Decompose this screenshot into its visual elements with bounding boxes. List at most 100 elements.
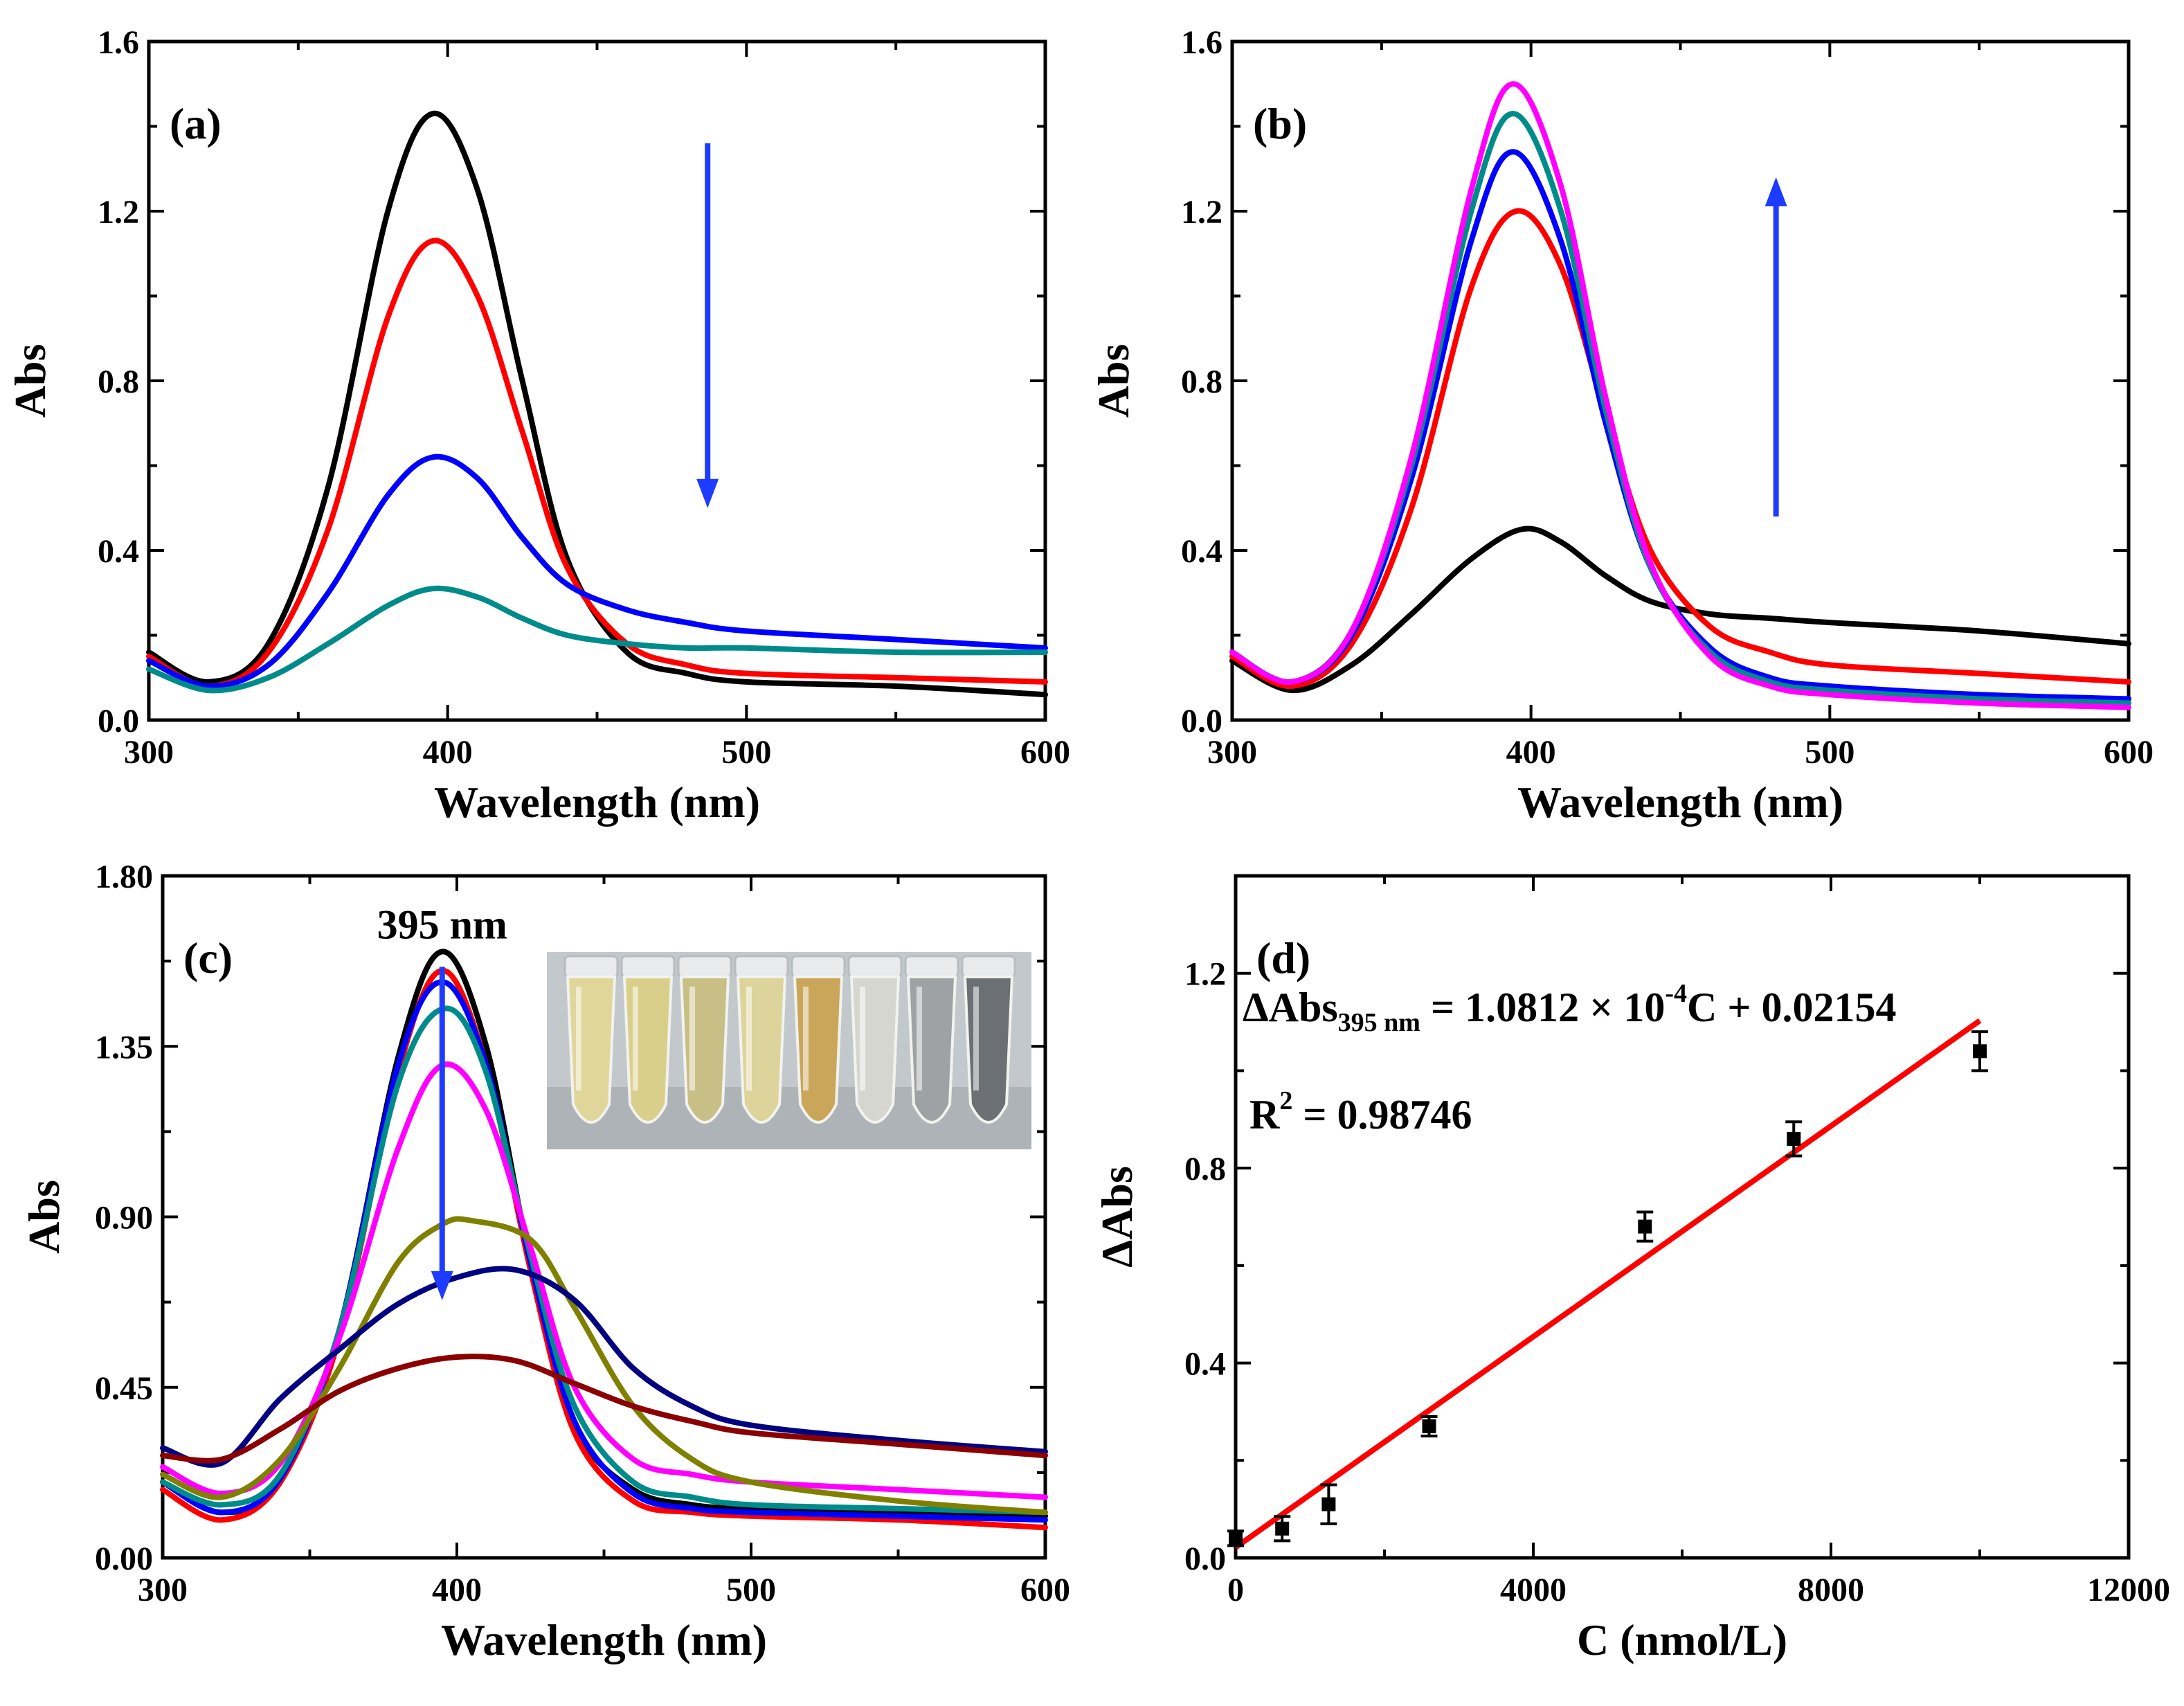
x-tick-label: 400 — [423, 734, 473, 771]
fit-equation: ΔAbs395 nm = 1.0812 × 10-4C + 0.02154 — [1243, 979, 1897, 1037]
y-tick-label: 0.8 — [1184, 1151, 1226, 1187]
y-tick-label: 0.4 — [1184, 1346, 1226, 1383]
tube-cap — [734, 955, 789, 978]
y-tick-label: 0.00 — [95, 1541, 153, 1577]
sample-tube — [622, 976, 674, 1124]
sample-tube — [906, 976, 957, 1124]
x-tick-label: 500 — [721, 734, 771, 771]
x-axis-label: C (nmol/L) — [1577, 1615, 1787, 1664]
panel-label: (c) — [183, 933, 233, 982]
x-tick-label: 600 — [1020, 734, 1070, 771]
tube-highlight — [746, 987, 752, 1090]
data-point — [1275, 1521, 1290, 1536]
trend-arrow-down — [696, 478, 719, 508]
tube-highlight — [576, 987, 581, 1090]
data-point — [1321, 1497, 1336, 1511]
y-tick-label: 0.0 — [1184, 1541, 1226, 1577]
data-point — [1229, 1531, 1243, 1545]
y-tick-label: 1.80 — [95, 859, 153, 895]
series-line-3 — [146, 454, 1048, 690]
x-tick-label: 300 — [124, 734, 174, 771]
x-tick-label: 500 — [726, 1572, 776, 1608]
sample-tube — [963, 976, 1014, 1124]
tube-highlight — [973, 987, 979, 1090]
x-axis-label: Wavelength (nm) — [434, 778, 760, 827]
tube-highlight — [633, 987, 638, 1090]
panel-c: 300 400 500 600 0.00 0.45 0.90 1.35 1.80 Waveleng… — [19, 859, 1070, 1664]
data-point — [1422, 1419, 1436, 1434]
panel-d: 0 4000 8000 12000 0.0 0.4 0.8 1.2 C (nmol/L) ΔAbs… — [1092, 874, 2170, 1664]
series-line-8 — [160, 1354, 1048, 1464]
y-tick-label: 1.2 — [1184, 956, 1226, 993]
series-line-4 — [146, 585, 1048, 694]
sample-tube — [736, 976, 787, 1124]
fit-line — [1234, 1018, 1982, 1550]
tube-highlight — [860, 987, 865, 1090]
x-tick-label: 0 — [1227, 1572, 1244, 1608]
data-point — [1638, 1219, 1652, 1234]
x-tick-label: 300 — [138, 1572, 188, 1608]
x-tick-label: 300 — [1207, 734, 1257, 771]
tube-highlight — [689, 987, 695, 1090]
y-tick-label: 1.6 — [98, 24, 139, 61]
trend-arrow-up — [1765, 177, 1787, 206]
sample-tube — [793, 976, 844, 1124]
series-line-6 — [160, 1216, 1048, 1516]
data-point — [1973, 1044, 1987, 1059]
x-tick-label: 12000 — [2087, 1572, 2170, 1608]
inset-photo — [547, 952, 1031, 1149]
sample-tube — [849, 976, 901, 1124]
series-line-1 — [1229, 526, 2131, 694]
x-tick-label: 500 — [1805, 734, 1854, 771]
panel-label: (b) — [1253, 99, 1307, 148]
tube-cap — [563, 955, 619, 978]
x-tick-label: 8000 — [1798, 1572, 1864, 1608]
y-axis-label: Abs — [1089, 344, 1138, 418]
y-tick-label: 0.0 — [98, 703, 139, 739]
panel-label: (d) — [1256, 933, 1310, 982]
peak-annotation: 395 nm — [377, 902, 507, 948]
y-tick-label: 0.0 — [1181, 703, 1222, 739]
series-line-5 — [1229, 81, 2131, 710]
y-tick-label: 0.8 — [98, 363, 139, 400]
x-tick-label: 600 — [2104, 734, 2154, 771]
y-tick-label: 0.90 — [95, 1200, 153, 1237]
y-tick-label: 1.6 — [1181, 24, 1222, 61]
tube-cap — [791, 955, 846, 978]
tube-highlight — [917, 987, 922, 1090]
panel-label: (a) — [170, 99, 222, 148]
x-tick-label: 400 — [1506, 734, 1556, 771]
y-tick-label: 0.8 — [1181, 363, 1222, 400]
y-axis-label: Abs — [6, 344, 55, 418]
tube-cap — [677, 955, 732, 978]
data-point — [1787, 1131, 1801, 1146]
y-tick-label: 0.4 — [1181, 533, 1222, 570]
y-tick-label: 0.45 — [95, 1370, 153, 1407]
y-axis-label: Abs — [19, 1180, 69, 1254]
series-line-2 — [146, 237, 1048, 690]
x-tick-label: 4000 — [1500, 1572, 1567, 1608]
y-tick-label: 1.2 — [1181, 194, 1222, 231]
series-line-1 — [146, 110, 1048, 698]
x-axis-label: Wavelength (nm) — [1517, 778, 1843, 827]
x-tick-label: 400 — [432, 1572, 482, 1608]
r-squared: R2 = 0.98746 — [1249, 1086, 1472, 1138]
x-axis-label: Wavelength (nm) — [441, 1615, 767, 1664]
tube-cap — [904, 955, 959, 978]
y-tick-label: 1.35 — [95, 1029, 153, 1066]
x-tick-label: 600 — [1020, 1572, 1070, 1608]
panel-a: 300 400 500 600 0.0 0.4 0.8 1.2 1.6 Wavelength (n… — [6, 24, 1070, 827]
trend-arrow-down — [431, 1270, 453, 1300]
tube-cap — [620, 955, 676, 978]
inset-shadow — [547, 1087, 1031, 1149]
y-axis-label: ΔAbs — [1092, 1166, 1141, 1268]
series-line-7 — [160, 1266, 1048, 1468]
tube-highlight — [803, 987, 809, 1090]
y-tick-label: 1.2 — [98, 194, 139, 231]
tube-cap — [961, 955, 1016, 978]
tube-cap — [847, 955, 903, 978]
sample-tube — [566, 976, 617, 1124]
panel-b: 300 400 500 600 0.0 0.4 0.8 1.2 1.6 Wavelength (n… — [1089, 24, 2154, 827]
y-tick-label: 0.4 — [98, 533, 139, 570]
